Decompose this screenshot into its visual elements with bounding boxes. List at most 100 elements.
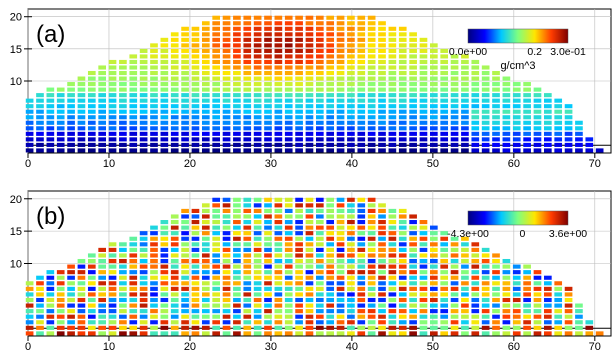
heatmap-cell [170,303,179,308]
heatmap-cell [181,225,189,230]
heatmap-cell [129,247,138,252]
heatmap-cell [315,247,324,252]
heatmap-cell [367,331,376,336]
heatmap-cell [492,76,500,81]
heatmap-cell [544,109,552,114]
heatmap-cell [440,137,449,142]
heatmap-cell [139,331,148,336]
heatmap-cell [409,292,417,297]
heatmap-cell [471,242,480,247]
heatmap-cell [409,126,417,131]
heatmap-cell [253,281,262,286]
heatmap-cell [253,131,262,136]
heatmap-cell [367,236,376,241]
heatmap-cell [36,297,44,303]
heatmap-cell [533,87,542,92]
heatmap-cell [315,82,324,87]
heatmap-cell [471,325,480,330]
heatmap-cell [502,303,511,308]
heatmap-cell [326,98,335,103]
heatmap-cell [170,32,179,37]
heatmap-cell [264,126,272,131]
heatmap-cell [419,303,428,308]
heatmap-cell [98,253,107,258]
heatmap-cell [564,109,573,114]
heatmap-cell [305,264,314,269]
heatmap-cell [139,76,148,81]
heatmap-cell [67,309,75,314]
heatmap-cell [336,236,345,241]
heatmap-cell [67,115,75,120]
heatmap-cell [119,137,127,142]
heatmap-cell [77,126,86,131]
heatmap-cell [419,70,428,76]
heatmap-cell [67,98,75,103]
heatmap-cell [87,297,96,303]
heatmap-cell [119,242,127,247]
heatmap-cell [191,320,200,325]
heatmap-cell [201,120,210,125]
heatmap-cell [46,148,55,153]
heatmap-cell [139,303,148,308]
heatmap-cell [253,120,262,125]
heatmap-cell [212,48,221,53]
heatmap-cell [388,70,397,76]
heatmap-cell [512,87,521,92]
heatmap-cell [367,225,376,230]
heatmap-cell [388,104,397,109]
heatmap-cell [378,247,386,252]
heatmap-cell [170,93,179,98]
heatmap-cell [98,98,107,103]
heatmap-cell [243,286,252,291]
heatmap-cell [181,220,189,225]
heatmap-cell [347,37,355,42]
heatmap-cell [129,76,138,81]
heatmap-cell [243,43,252,48]
heatmap-cell [160,82,169,87]
heatmap-cell [233,82,241,87]
heatmap-cell [212,286,221,291]
heatmap-cell [367,197,376,202]
heatmap-cell [295,104,303,109]
heatmap-cell [419,54,428,59]
heatmap-cell [25,286,34,291]
heatmap-cell [274,104,283,109]
heatmap-cell [461,115,469,120]
heatmap-cell [388,76,397,81]
heatmap-cell [295,275,303,280]
heatmap-cell [450,309,459,314]
heatmap-cell [222,65,231,70]
heatmap-cell [201,76,210,81]
heatmap-cell [378,54,386,59]
heatmap-cell [378,70,386,76]
heatmap-cell [398,242,407,247]
heatmap-cell [398,48,407,53]
heatmap-cell [243,225,252,230]
heatmap-cell [212,314,221,319]
heatmap-cell [554,297,563,303]
heatmap-cell [284,131,293,136]
heatmap-cell [284,275,293,280]
heatmap-cell [243,70,252,76]
heatmap-cell [326,297,335,303]
heatmap-cell [336,32,345,37]
heatmap-cell [77,115,86,120]
heatmap-cell [295,214,303,219]
heatmap-cell [222,197,231,202]
heatmap-cell [222,270,231,275]
heatmap-cell [564,314,573,319]
heatmap-cell [129,104,138,109]
heatmap-cell [419,142,428,147]
heatmap-cell [398,325,407,330]
heatmap-cell [160,303,169,308]
heatmap-cell [139,297,148,303]
heatmap-cell [336,126,345,131]
heatmap-cell [326,281,335,286]
heatmap-cell [108,131,117,136]
heatmap-cell [419,37,428,42]
heatmap-cell [419,87,428,92]
heatmap-cell [284,297,293,303]
heatmap-cell [326,303,335,308]
heatmap-cell [357,115,366,120]
heatmap-cell [336,331,345,336]
